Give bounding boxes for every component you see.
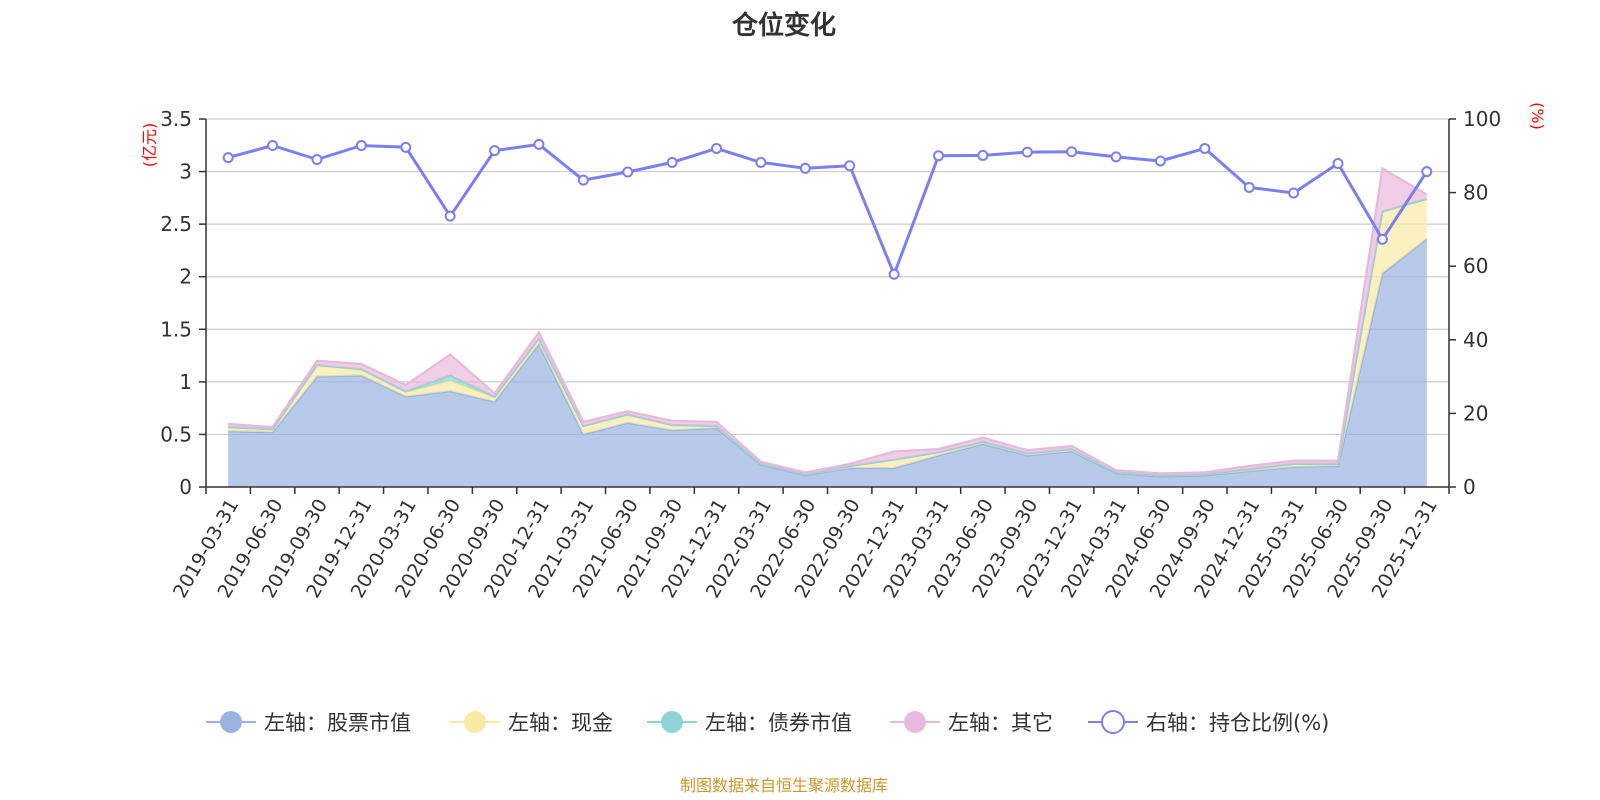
legend-label[interactable]: 左轴：现金 xyxy=(508,711,613,735)
ratio-point xyxy=(844,160,856,172)
legend-marker xyxy=(220,711,242,733)
ratio-point xyxy=(577,174,589,186)
ratio-point xyxy=(1421,166,1433,178)
axes: 00.511.522.533.50204060801002019-03-3120… xyxy=(160,107,1501,602)
right-tick-label: 0 xyxy=(1463,475,1476,499)
left-tick-label: 0 xyxy=(179,475,192,499)
legend-label[interactable]: 左轴：股票市值 xyxy=(264,711,411,735)
ratio-point xyxy=(400,141,412,153)
legend-label[interactable]: 右轴：持仓比例(%) xyxy=(1146,711,1329,735)
ratio-point xyxy=(1376,233,1388,245)
legend-label[interactable]: 左轴：其它 xyxy=(948,711,1053,735)
left-tick-label: 3 xyxy=(179,160,192,184)
right-tick-label: 80 xyxy=(1463,181,1488,205)
ratio-point xyxy=(1154,155,1166,167)
right-tick-label: 100 xyxy=(1463,107,1501,131)
stacked-areas xyxy=(228,166,1428,487)
legend: 左轴：股票市值 左轴：现金 左轴：债券市值 左轴：其它 右轴：持仓比例(%) xyxy=(206,710,1329,735)
left-tick-label: 1 xyxy=(179,370,192,394)
ratio-point xyxy=(932,150,944,162)
ratio-point xyxy=(311,153,323,165)
ratio-line xyxy=(227,142,1429,276)
left-axis-unit: (亿元) xyxy=(140,123,159,168)
left-tick-label: 3.5 xyxy=(160,107,192,131)
ratio-point xyxy=(1288,187,1300,199)
ratio-point xyxy=(799,162,811,174)
ratio-point xyxy=(489,145,501,157)
ratio-point xyxy=(888,268,900,280)
right-tick-label: 60 xyxy=(1463,254,1488,278)
left-tick-label: 2.5 xyxy=(160,212,192,236)
area-左轴：股票市值 xyxy=(228,238,1427,487)
legend-label[interactable]: 左轴：债券市值 xyxy=(705,711,852,735)
ratio-point xyxy=(1199,142,1211,154)
right-tick-label: 40 xyxy=(1463,328,1488,352)
ratio-point xyxy=(1066,146,1078,158)
ratio-point xyxy=(222,152,234,164)
right-tick-label: 20 xyxy=(1463,401,1488,425)
ratio-point xyxy=(755,156,767,168)
ratio-point xyxy=(355,139,367,151)
ratio-point xyxy=(1243,181,1255,193)
source-note: 制图数据来自恒生聚源数据库 xyxy=(680,776,888,795)
ratio-point xyxy=(977,149,989,161)
ratio-point xyxy=(622,166,634,178)
ratio-line-series xyxy=(222,138,1433,280)
ratio-point xyxy=(1021,146,1033,158)
left-tick-label: 1.5 xyxy=(160,317,192,341)
right-axis-unit: (%) xyxy=(1528,102,1547,130)
ratio-point xyxy=(533,138,545,150)
ratio-point xyxy=(444,210,456,222)
ratio-point xyxy=(267,139,279,151)
legend-marker xyxy=(1101,710,1125,734)
legend-marker xyxy=(661,711,683,733)
area-edge-左轴：其它 xyxy=(228,166,1428,475)
ratio-point xyxy=(1110,151,1122,163)
ratio-point xyxy=(711,142,723,154)
chart-title: 仓位变化 xyxy=(731,10,836,41)
left-tick-label: 0.5 xyxy=(160,422,192,446)
ratio-point xyxy=(1332,158,1344,170)
ratio-point xyxy=(666,156,678,168)
left-tick-label: 2 xyxy=(179,265,192,289)
legend-marker xyxy=(464,711,486,733)
legend-marker xyxy=(904,711,926,733)
